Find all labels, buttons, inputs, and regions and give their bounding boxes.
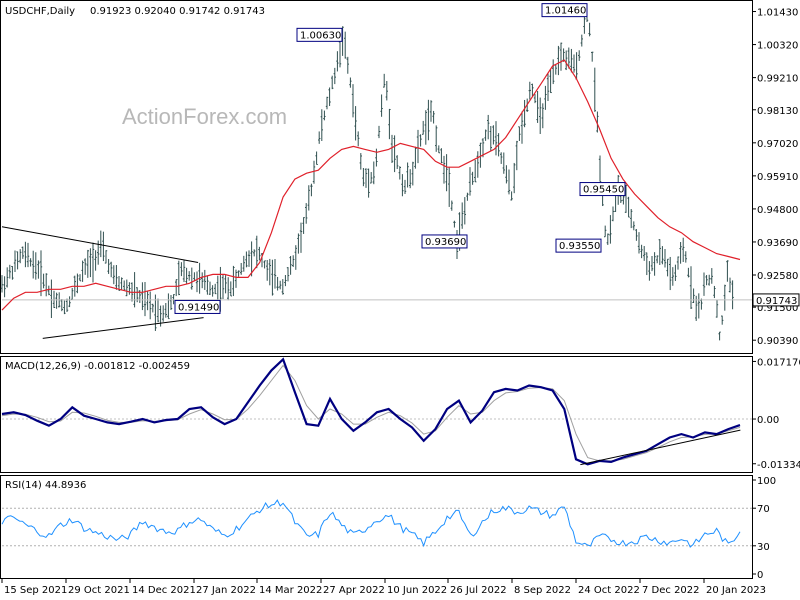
price-annotation: 1.00630 — [296, 27, 343, 42]
x-tick-label: 24 Oct 2022 — [578, 585, 640, 596]
chart-symbol: USDCHF,Daily — [5, 6, 75, 17]
x-tick-label: 15 Sep 2021 — [4, 585, 67, 596]
y-tick-label: 0.98130 — [757, 106, 798, 117]
price-axis: 1.01430 1.00320 0.99210 0.98130 0.97020 0.959… — [752, 8, 800, 347]
annotation-box — [579, 182, 626, 197]
rsi-title: RSI(14) 44.8936 — [5, 480, 86, 491]
current-price-marker: 0.91743 — [752, 293, 800, 307]
x-tick-label: 29 Oct 2021 — [68, 585, 130, 596]
y-tick-label: 0.94800 — [757, 205, 798, 216]
annotation-box — [555, 238, 602, 253]
rsi-tick-label: 30 — [757, 542, 770, 553]
trendline-0 — [1, 226, 199, 263]
annotation-label: 0.95450 — [583, 185, 624, 196]
rsi-axis: 100 70 30 0 — [2, 476, 776, 581]
x-tick-label: 14 Dec 2021 — [132, 585, 196, 596]
price-annotation: 0.93550 — [555, 238, 602, 253]
macd-tick-label: -0.01334 — [757, 460, 800, 471]
y-tick-label: 0.93690 — [757, 238, 798, 249]
annotation-box — [174, 299, 221, 314]
trendline-1 — [42, 317, 204, 339]
rsi-line — [1, 499, 741, 548]
macd-signal-line — [1, 364, 741, 462]
y-tick-label: 1.00320 — [757, 41, 798, 52]
price-annotation: 0.95450 — [579, 182, 626, 197]
x-tick-label: 7 Dec 2022 — [642, 585, 700, 596]
x-tick-label: 20 Jan 2023 — [706, 585, 766, 596]
moving-average — [1, 59, 741, 311]
price-bars — [0, 10, 752, 341]
y-tick-label: 0.92580 — [757, 271, 798, 282]
watermark: ActionForex.com — [122, 104, 287, 129]
macd-line — [1, 357, 741, 466]
x-axis: 15 Sep 2021 29 Oct 2021 14 Dec 2021 27 Jan … — [1, 579, 766, 596]
annotation-label: 0.93690 — [425, 237, 466, 248]
macd-panel-frame — [0, 356, 753, 473]
macd-title: MACD(12,26,9) -0.001812 -0.002459 — [5, 361, 190, 372]
y-tick-label: 0.95910 — [757, 172, 798, 183]
y-tick-label: 0.97020 — [757, 139, 798, 150]
price-trendlines — [1, 226, 204, 339]
chart-ohlc: 0.91923 0.92040 0.91742 0.91743 — [90, 6, 265, 17]
ma-line — [1, 59, 741, 311]
x-tick-label: 14 Mar 2022 — [259, 585, 322, 596]
y-tick-label: 0.99210 — [757, 74, 798, 85]
price-annotation: 0.91490 — [174, 299, 221, 314]
macd-lines — [1, 357, 741, 466]
x-tick-label: 10 Jun 2022 — [387, 585, 447, 596]
current-price-box — [752, 293, 800, 307]
annotation-box — [421, 234, 468, 249]
price-annotation: 1.01460 — [541, 3, 588, 18]
annotation-label: 1.00630 — [300, 30, 341, 41]
rsi-tick-label: 100 — [757, 476, 776, 487]
macd-tick-label: 0.00 — [757, 415, 779, 426]
annotation-label: 0.93550 — [559, 241, 600, 252]
rsi-tick-label: 0 — [757, 570, 763, 581]
x-tick-label: 27 Jan 2022 — [196, 585, 256, 596]
annotation-box — [541, 3, 588, 18]
price-annotations: 1.00630 1.01460 0.91490 0.93690 0.95450 0.935… — [174, 3, 626, 314]
macd-trendline — [580, 429, 741, 466]
x-tick-label: 8 Sep 2022 — [514, 585, 571, 596]
y-tick-label: 0.91500 — [757, 303, 798, 314]
price-annotation: 0.93690 — [421, 234, 468, 249]
x-tick-label: 26 Jul 2022 — [450, 585, 507, 596]
annotation-box — [296, 27, 343, 42]
rsi-tick-label: 70 — [757, 504, 770, 515]
rsi-line — [1, 499, 741, 548]
rsi-panel-frame — [0, 475, 753, 579]
y-tick-label: 0.90390 — [757, 336, 798, 347]
x-tick-label: 27 Apr 2022 — [323, 585, 385, 596]
annotation-label: 1.01460 — [545, 6, 586, 17]
macd-tick-label: 0.017176 — [757, 357, 800, 368]
annotation-label: 0.91490 — [178, 302, 219, 313]
y-tick-label: 1.01430 — [757, 8, 798, 19]
macd-axis: 0.017176 0.00 -0.01334 — [2, 357, 800, 471]
current-price-label: 0.91743 — [756, 296, 797, 307]
price-panel-frame — [0, 0, 753, 354]
